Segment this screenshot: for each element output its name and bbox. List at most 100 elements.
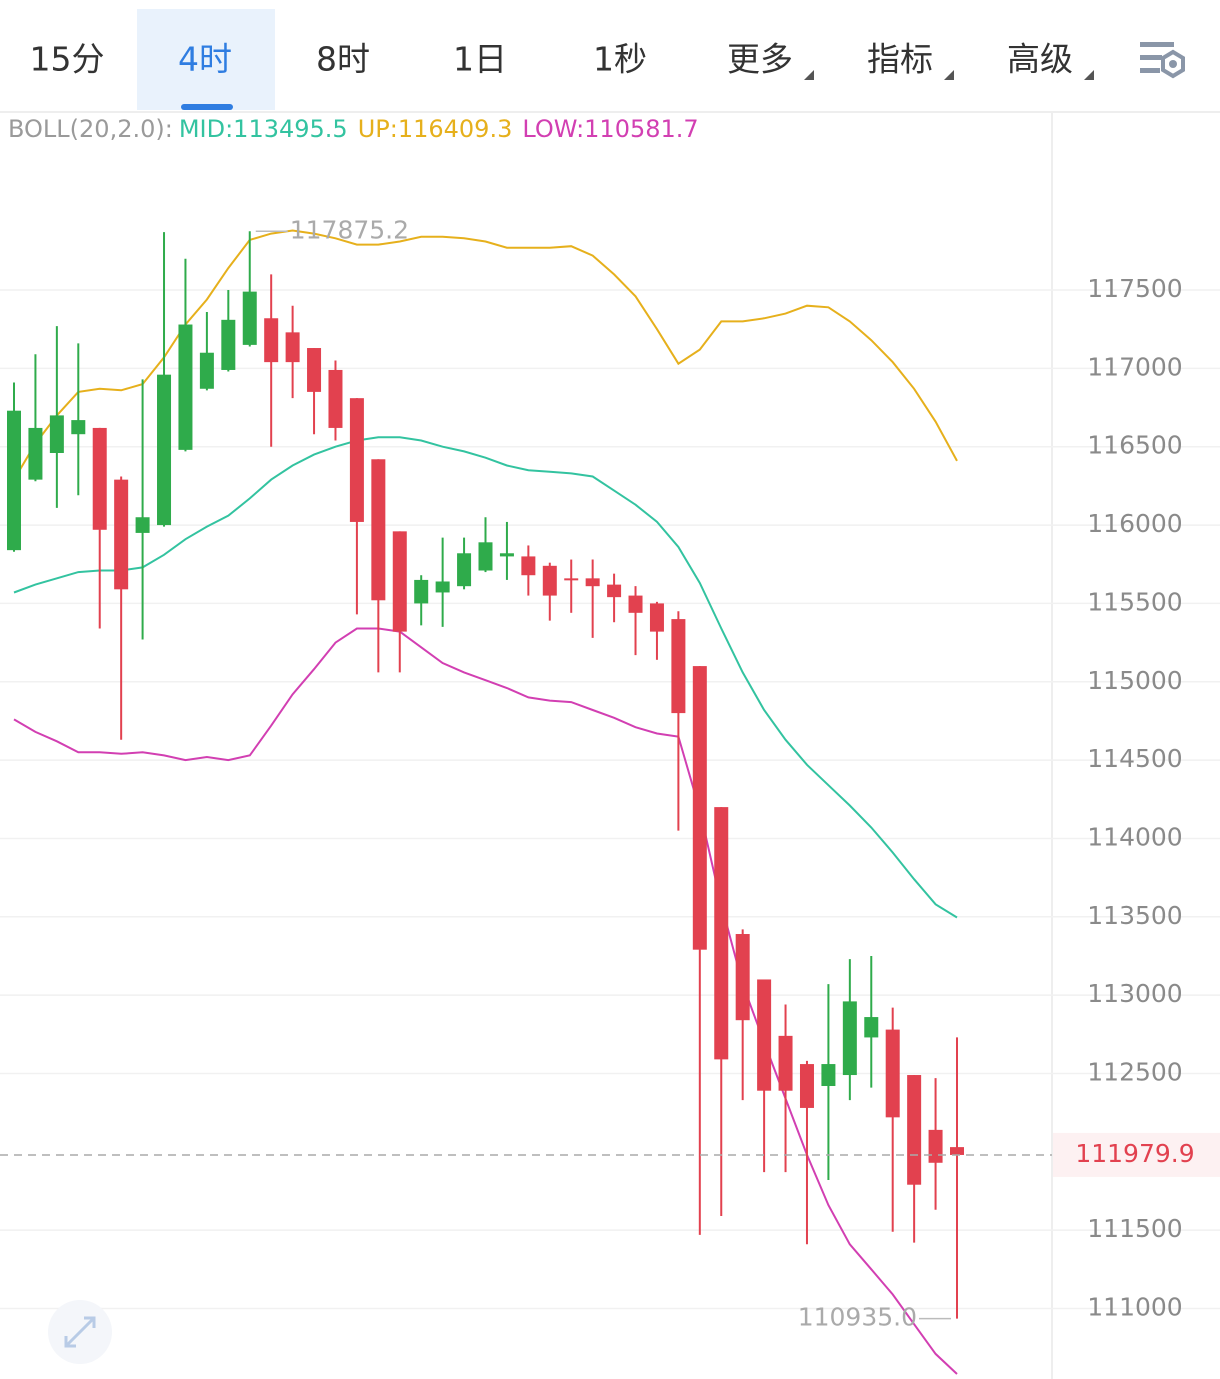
candle	[199, 311, 214, 391]
indicator-value: MID:113495.5	[179, 115, 348, 143]
candle-body	[564, 578, 579, 581]
candle-body	[28, 427, 43, 480]
candle	[114, 476, 129, 740]
candle	[907, 1075, 922, 1243]
y-tick-label: 116000	[1087, 509, 1182, 538]
candle-body	[585, 578, 600, 587]
tab[interactable]: 8时	[316, 40, 370, 79]
tab[interactable]: 更多	[727, 40, 814, 81]
band-line	[13, 627, 958, 1375]
dropdown-arrow	[804, 70, 814, 80]
candle-body	[735, 934, 750, 1021]
tab[interactable]: 高级	[1007, 40, 1094, 81]
tab-bar: 15分 4时 8时 1日 1秒 更多 指标 高级	[0, 9, 1220, 113]
candle-body	[307, 348, 322, 392]
indicator-header: BOLL(20,2.0): MID:113495.5 UP:116409.3 LOW:…	[8, 115, 699, 143]
y-tick-label: 111000	[1087, 1292, 1182, 1321]
candle	[49, 326, 64, 508]
expand-button[interactable]	[48, 1300, 112, 1364]
tab-label: 高级	[1007, 40, 1073, 79]
candle	[735, 929, 750, 1101]
tab-label: 8时	[316, 40, 370, 79]
band-line	[13, 229, 958, 481]
candle-body	[607, 584, 622, 598]
candle	[285, 305, 300, 399]
tab-label: 4时	[178, 40, 232, 79]
candle	[157, 232, 172, 527]
candle-body	[478, 542, 493, 571]
icon-bar	[1140, 68, 1160, 73]
indicator-value: UP:116409.3	[358, 115, 513, 143]
y-tick-label: 113500	[1087, 901, 1182, 930]
candle	[799, 1060, 814, 1245]
dropdown-arrow	[1084, 70, 1094, 80]
candle	[92, 427, 107, 629]
candle-body	[842, 1001, 857, 1076]
icon-bar	[1140, 42, 1174, 47]
candle-body	[821, 1064, 836, 1087]
candle-body	[457, 553, 472, 587]
candle-body	[950, 1147, 964, 1155]
tab-label: 1秒	[593, 40, 647, 79]
candle-body	[371, 459, 386, 601]
candle	[457, 537, 472, 590]
last-price-label: 111979.9	[1075, 1139, 1194, 1168]
indicator-value: LOW:110581.7	[522, 115, 698, 143]
candle	[242, 231, 257, 347]
candle-body	[285, 332, 300, 363]
candle-body	[692, 666, 707, 950]
candle	[28, 354, 43, 482]
candle	[478, 517, 493, 573]
tab[interactable]: 15分	[30, 40, 105, 79]
candle-body	[264, 318, 279, 363]
candle-body	[199, 352, 214, 389]
dropdown-arrow	[944, 70, 954, 80]
candle	[885, 1007, 900, 1232]
candle-body	[671, 619, 686, 714]
candle	[392, 531, 407, 673]
candle	[328, 360, 343, 441]
low-label: 110935.0	[798, 1303, 917, 1332]
candle-body	[928, 1129, 943, 1163]
candle	[178, 258, 193, 452]
candle-body	[885, 1029, 900, 1118]
candle	[71, 343, 86, 496]
candle-body	[778, 1035, 793, 1091]
y-tick-label: 117000	[1087, 352, 1182, 381]
last-price-bg	[1053, 1132, 1220, 1177]
tab[interactable]: 1秒	[593, 40, 647, 79]
candle-body	[221, 319, 236, 370]
tab[interactable]: 4时	[137, 9, 275, 110]
settings-icon[interactable]	[1140, 42, 1185, 79]
indicator-name: BOLL(20,2.0):	[8, 115, 173, 143]
y-tick-label: 116500	[1087, 431, 1182, 460]
candle-body	[392, 531, 407, 632]
candle-body	[242, 291, 257, 345]
candle-body	[7, 410, 21, 551]
y-tick-label: 115000	[1087, 666, 1182, 695]
icon-dot	[1169, 60, 1177, 68]
candle	[371, 459, 386, 673]
tab[interactable]: 指标	[867, 40, 954, 81]
candle-body	[71, 420, 86, 435]
candle-body	[349, 398, 364, 522]
candle	[542, 562, 557, 621]
candle	[499, 521, 514, 580]
tab-label: 更多	[727, 40, 793, 79]
tab-underline	[181, 104, 233, 110]
candle	[349, 398, 364, 615]
candle-body	[499, 553, 514, 557]
candle	[135, 379, 150, 640]
candle	[435, 537, 450, 627]
candle-body	[157, 374, 172, 526]
candle	[842, 959, 857, 1101]
candle-body	[714, 807, 729, 1060]
plot: 117500 117000 116500 116000 115500 115000 1145…	[0, 215, 1220, 1375]
candle	[757, 979, 772, 1173]
tab[interactable]: 1日	[453, 40, 507, 79]
candle	[628, 586, 643, 656]
candle	[950, 1037, 964, 1319]
candle-body	[799, 1064, 814, 1108]
